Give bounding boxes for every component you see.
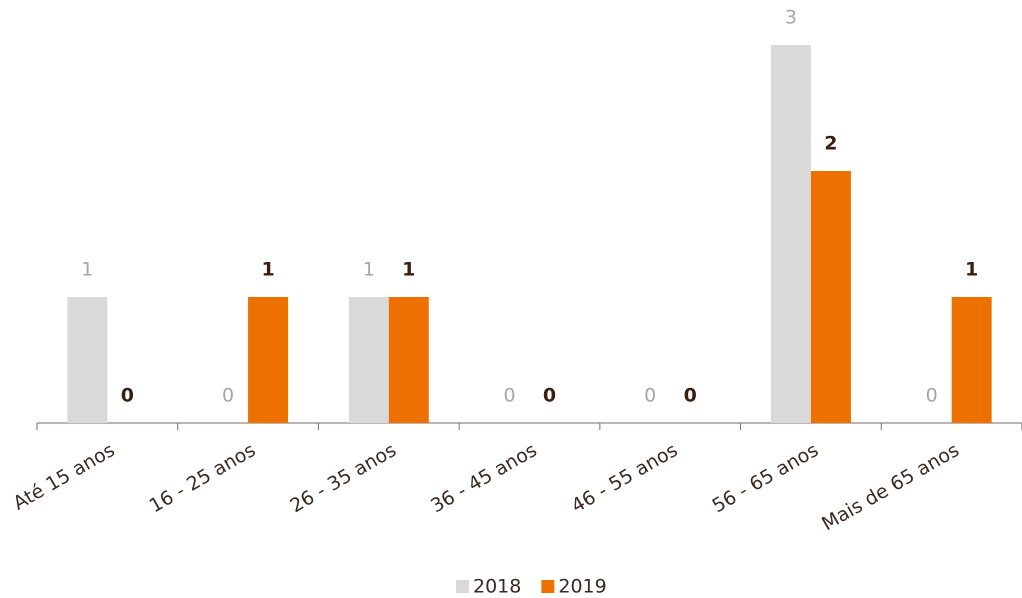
data-label: 1 (965, 259, 978, 281)
legend-label: 2018 (473, 576, 521, 598)
data-label: 0 (644, 385, 656, 407)
bar (770, 45, 811, 423)
legend-label: 2019 (558, 576, 606, 598)
data-label: 0 (684, 385, 697, 407)
data-label: 0 (222, 385, 234, 407)
data-label: 0 (503, 385, 515, 407)
legend-swatch (541, 580, 555, 593)
data-label: 1 (261, 259, 274, 281)
x-tick-label: 16 - 25 anos (146, 439, 260, 517)
data-label: 1 (363, 259, 375, 281)
data-label: 2 (824, 133, 837, 155)
bar (67, 297, 108, 423)
x-tick-label: 36 - 45 anos (427, 439, 541, 517)
data-label: 1 (81, 259, 93, 281)
data-label: 0 (543, 385, 556, 407)
bar (348, 297, 389, 423)
bar (388, 297, 429, 423)
data-label: 1 (402, 259, 415, 281)
bar (248, 297, 289, 423)
bar (810, 171, 851, 423)
legend-swatch (456, 580, 469, 593)
x-tick-label: 56 - 65 anos (709, 439, 823, 517)
x-tick-label: 26 - 35 anos (286, 439, 400, 517)
bar (951, 297, 992, 423)
x-tick-label: 46 - 55 anos (568, 439, 682, 517)
x-tick-label: Mais de 65 anos (818, 439, 963, 535)
data-label: 0 (121, 385, 134, 407)
data-label: 0 (926, 385, 938, 407)
data-label: 3 (785, 7, 797, 29)
x-tick-label: Até 15 anos (10, 439, 119, 515)
